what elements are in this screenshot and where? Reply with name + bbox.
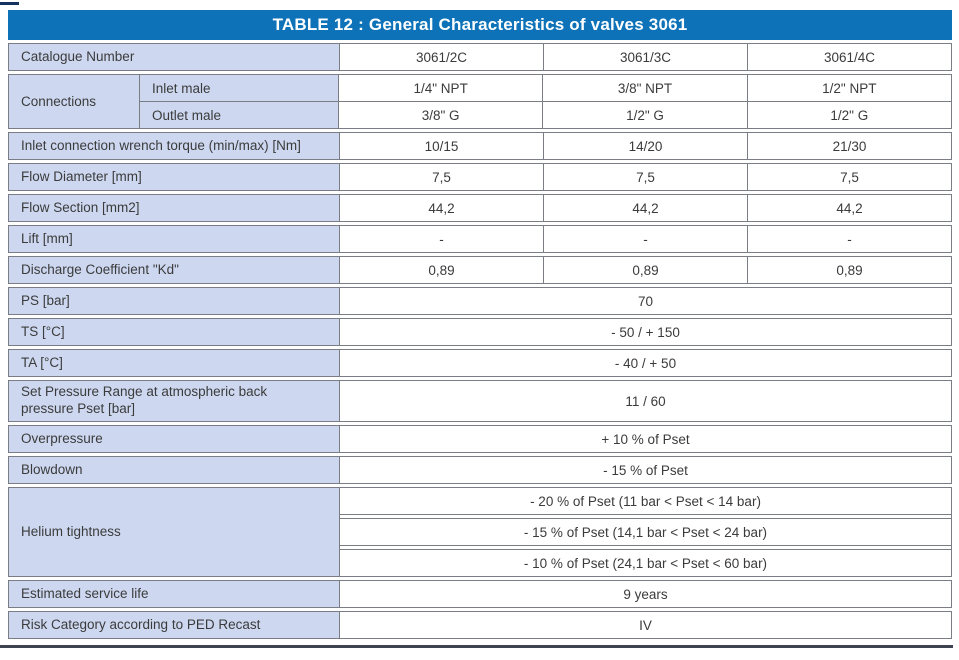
table-row-discharge-coefficient: Discharge Coefficient "Kd" 0,89 0,89 0,8… bbox=[8, 256, 952, 284]
table-cell: 1/4" NPT bbox=[339, 75, 544, 101]
table-row-overpressure: Overpressure + 10 % of Pset bbox=[8, 425, 952, 453]
row-label: Lift [mm] bbox=[9, 226, 340, 252]
subrow-label: Outlet male bbox=[140, 102, 339, 128]
table-row-service-life: Estimated service life 9 years bbox=[8, 580, 952, 608]
row-label: TA [°C] bbox=[9, 350, 340, 376]
row-label: Catalogue Number bbox=[9, 44, 340, 70]
row-label: Estimated service life bbox=[9, 581, 340, 607]
table-cell-merged: 9 years bbox=[623, 586, 668, 602]
table-cell: 0,89 bbox=[544, 257, 748, 283]
table-cell-merged: - 50 / + 150 bbox=[611, 324, 680, 340]
table-row-flow-diameter: Flow Diameter [mm] 7,5 7,5 7,5 bbox=[8, 163, 952, 191]
table-title: TABLE 12 : General Characteristics of va… bbox=[8, 10, 952, 40]
row-label: Helium tightness bbox=[9, 488, 340, 576]
table-row-helium-tightness: Helium tightness - 20 % of Pset (11 bar … bbox=[8, 487, 952, 577]
table-cell-merged: - 15 % of Pset bbox=[603, 462, 688, 478]
table-row-ts: TS [°C] - 50 / + 150 bbox=[8, 318, 952, 346]
row-divider bbox=[340, 514, 951, 519]
table-cell: - bbox=[847, 231, 852, 247]
table-cell: 0,89 bbox=[340, 257, 544, 283]
table-cell: 44,2 bbox=[836, 200, 863, 216]
row-label: Connections bbox=[9, 75, 140, 128]
row-label: Discharge Coefficient "Kd" bbox=[9, 257, 340, 283]
row-label: Risk Category according to PED Recast bbox=[9, 612, 340, 638]
table-cell-merged: + 10 % of Pset bbox=[601, 431, 690, 447]
top-left-rule bbox=[0, 2, 19, 5]
table-cell: 44,2 bbox=[544, 195, 748, 221]
table-cell: 7,5 bbox=[340, 164, 544, 190]
table-cell-merged: 11 / 60 bbox=[625, 393, 666, 409]
table-cell: 44,2 bbox=[340, 195, 544, 221]
table-cell: - bbox=[340, 226, 544, 252]
table-cell: 3061/4C bbox=[823, 49, 876, 65]
table-row-lift: Lift [mm] - - - bbox=[8, 225, 952, 253]
table-cell: 1/2" NPT bbox=[822, 80, 877, 96]
row-label: PS [bar] bbox=[9, 288, 340, 314]
table-cell: 3061/3C bbox=[544, 44, 748, 70]
table-cell-merged: IV bbox=[639, 617, 652, 633]
table-cell: 7,5 bbox=[840, 169, 859, 185]
table-subrow-inlet-male: Inlet male 1/4" NPT 3/8" NPT 1/2" NPT bbox=[140, 75, 951, 101]
row-label: Blowdown bbox=[9, 457, 340, 483]
valve-characteristics-table: TABLE 12 : General Characteristics of va… bbox=[8, 10, 952, 639]
bottom-rule bbox=[0, 645, 953, 648]
table-cell: 3/8" NPT bbox=[543, 75, 748, 101]
table-row-wrench-torque: Inlet connection wrench torque (min/max)… bbox=[8, 132, 952, 160]
row-label: Flow Section [mm2] bbox=[9, 195, 340, 221]
table-cell-merged: - 40 / + 50 bbox=[614, 355, 677, 371]
table-cell: 1/2" G bbox=[830, 107, 869, 123]
row-label: TS [°C] bbox=[9, 319, 340, 345]
table-cell: 14/20 bbox=[544, 133, 748, 159]
table-cell-merged: - 20 % of Pset (11 bar < Pset < 14 bar) bbox=[530, 493, 761, 509]
table-cell: 3/8" G bbox=[339, 102, 544, 128]
row-label: Overpressure bbox=[9, 426, 340, 452]
table-cell: 10/15 bbox=[340, 133, 544, 159]
subrow-label: Inlet male bbox=[140, 75, 339, 101]
table-cell: 21/30 bbox=[832, 138, 867, 154]
table-cell: 1/2" G bbox=[543, 102, 748, 128]
table-cell: 7,5 bbox=[544, 164, 748, 190]
row-label: Inlet connection wrench torque (min/max)… bbox=[9, 133, 340, 159]
table-subrow-outlet-male: Outlet male 3/8" G 1/2" G 1/2" G bbox=[140, 102, 951, 128]
table-row-catalogue-number: Catalogue Number 3061/2C 3061/3C 3061/4C bbox=[8, 43, 952, 71]
table-row-risk-category: Risk Category according to PED Recast IV bbox=[8, 611, 952, 639]
row-divider bbox=[340, 545, 951, 550]
table-row-connections: Connections Inlet male 1/4" NPT 3/8" NPT… bbox=[8, 74, 952, 129]
table-cell: 0,89 bbox=[836, 262, 863, 278]
row-label: Set Pressure Range at atmospheric back p… bbox=[9, 381, 340, 421]
table-row-ta: TA [°C] - 40 / + 50 bbox=[8, 349, 952, 377]
table-row-blowdown: Blowdown - 15 % of Pset bbox=[8, 456, 952, 484]
table-cell-merged: - 15 % of Pset (14,1 bar < Pset < 24 bar… bbox=[523, 524, 768, 540]
table-cell: - bbox=[544, 226, 748, 252]
table-cell: 3061/2C bbox=[340, 44, 544, 70]
table-row-flow-section: Flow Section [mm2] 44,2 44,2 44,2 bbox=[8, 194, 952, 222]
row-label: Flow Diameter [mm] bbox=[9, 164, 340, 190]
table-row-set-pressure-range: Set Pressure Range at atmospheric back p… bbox=[8, 380, 952, 422]
table-row-ps: PS [bar] 70 bbox=[8, 287, 952, 315]
table-cell-merged: - 10 % of Pset (24,1 bar < Pset < 60 bar… bbox=[523, 555, 768, 571]
row-divider bbox=[140, 101, 951, 102]
table-cell-merged: 70 bbox=[637, 293, 654, 309]
